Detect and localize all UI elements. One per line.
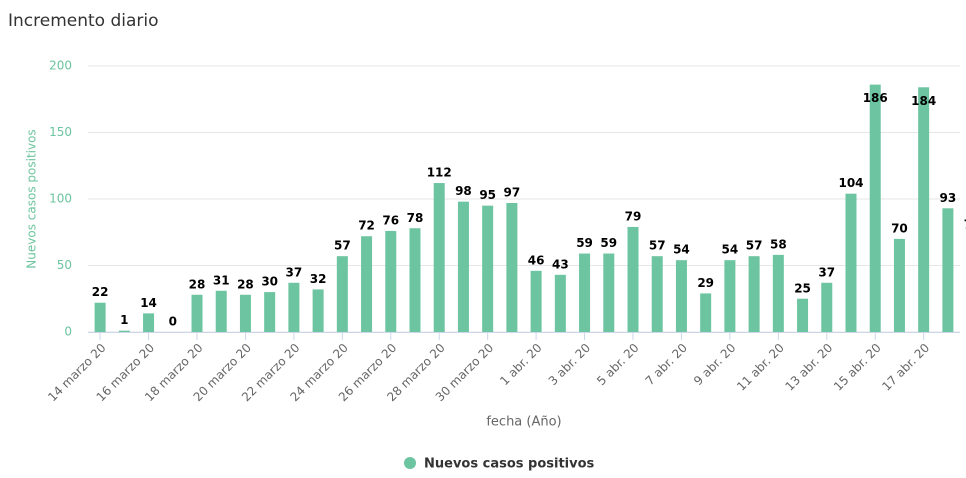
data-label: 59 [576,236,593,250]
data-label: 184 [911,94,936,108]
data-label: 1 [120,313,128,327]
legend-label: Nuevos casos positivos [424,457,595,472]
x-tick-label: 17 abr. 20 [879,341,932,394]
x-tick-label: 3 abr. 20 [546,341,593,388]
chart-title: Incremento diario [8,11,159,31]
data-label: 46 [528,253,545,267]
data-label: 57 [649,239,666,253]
bar [821,282,833,332]
data-label: 79 [625,209,642,223]
bar [869,84,881,333]
legend-marker [404,457,416,469]
x-tick-label: 11 abr. 20 [734,341,787,394]
data-label: 186 [863,91,888,105]
data-label: 78 [407,211,424,225]
bar [748,256,760,332]
data-label: 57 [334,239,351,253]
data-label: 58 [770,237,787,251]
data-label: 73 [964,217,966,231]
bar [772,254,784,332]
bar [942,208,954,332]
bar [845,193,857,332]
y-axis-title: Nuevos casos positivos [25,129,39,268]
bar [239,294,251,332]
bar [530,270,542,332]
bar [724,260,736,332]
bar [433,183,445,332]
data-label: 104 [838,176,863,190]
data-label: 0 [169,315,177,329]
data-label: 25 [794,281,811,295]
data-label: 32 [310,272,327,286]
data-label: 54 [722,243,739,257]
x-tick-label: 7 abr. 20 [643,341,690,388]
data-label: 28 [189,277,206,291]
bar [457,201,469,332]
x-tick-label: 9 abr. 20 [691,341,738,388]
bar [675,260,687,332]
data-label: 59 [600,236,617,250]
x-tick-label: 5 abr. 20 [594,341,641,388]
bar [118,330,130,332]
bar [215,290,227,332]
bar [603,253,615,332]
data-label: 112 [427,166,452,180]
x-axis-title: fecha (Año) [486,415,561,430]
bar [918,87,930,332]
bar [94,302,106,332]
data-label: 98 [455,184,472,198]
bar [191,294,203,332]
y-tick-label: 150 [49,125,72,139]
data-label: 37 [818,265,835,279]
data-label: 76 [382,213,399,227]
y-tick-label: 0 [64,325,72,339]
data-label: 93 [940,191,957,205]
data-label: 95 [479,188,496,202]
x-tick-label: 13 abr. 20 [782,341,835,394]
bar [651,256,663,332]
data-label: 14 [140,296,157,310]
data-label: 28 [237,277,254,291]
bar [893,238,905,332]
bar [700,293,712,332]
x-tick-label: 1 abr. 20 [497,341,544,388]
data-label: 43 [552,257,569,271]
data-label: 57 [746,239,763,253]
bar [336,256,348,332]
data-label: 29 [697,276,714,290]
bar [554,274,566,332]
bar [482,205,494,332]
bar [627,226,639,332]
data-label: 72 [358,219,375,233]
data-label: 37 [286,265,303,279]
bar [312,289,324,332]
y-tick-label: 100 [49,192,72,206]
y-tick-label: 50 [57,258,72,272]
bar [361,236,373,332]
bar [579,253,591,332]
data-label: 31 [213,273,230,287]
bar [288,282,300,332]
data-label: 97 [504,185,521,199]
bar [797,298,809,332]
data-label: 22 [92,285,109,299]
bar [143,313,155,332]
bar [409,228,421,332]
bar [264,292,276,332]
data-label: 54 [673,243,690,257]
data-label: 30 [261,275,278,289]
data-label: 70 [891,221,908,235]
bar [506,202,518,332]
bar [385,230,397,332]
y-tick-label: 200 [49,59,72,73]
x-tick-label: 15 abr. 20 [831,341,884,394]
